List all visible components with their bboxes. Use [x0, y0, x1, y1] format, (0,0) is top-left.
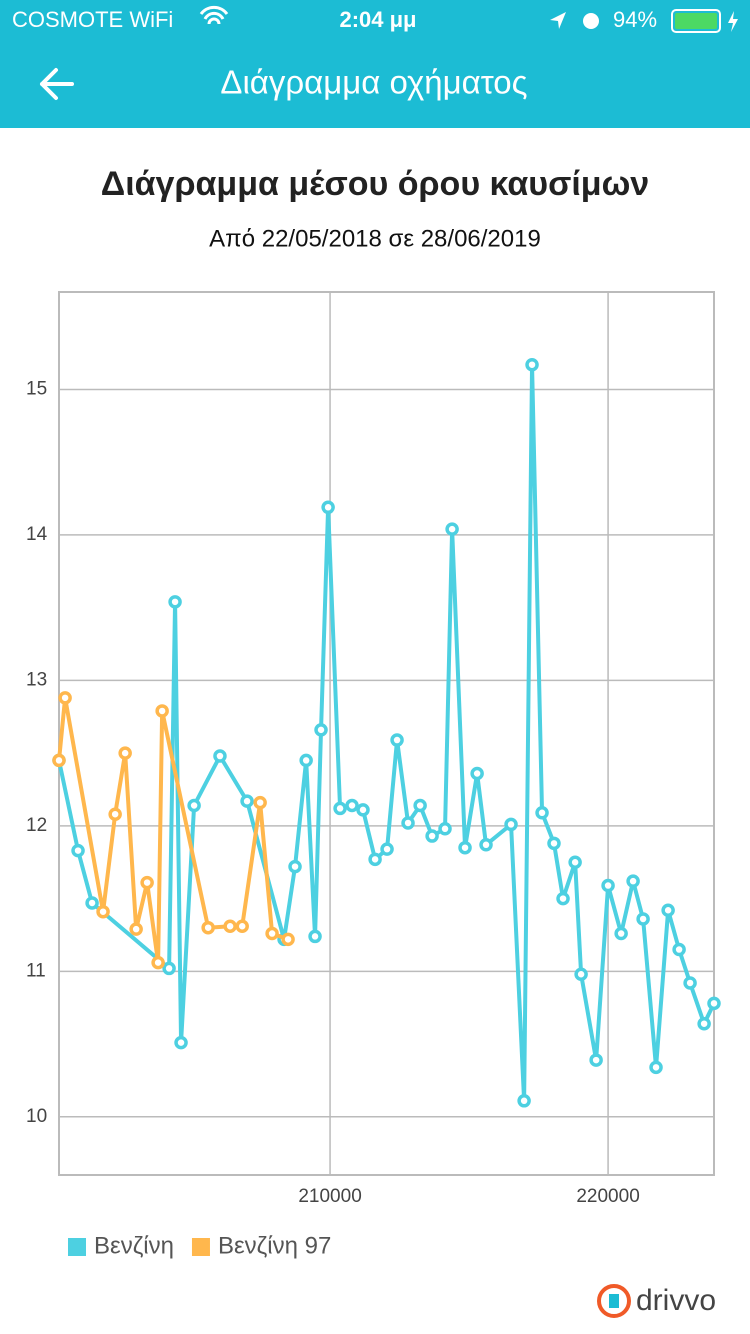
charging-icon: [728, 11, 738, 32]
data-point: [413, 798, 427, 813]
data-point: [223, 919, 237, 933]
clock: 2:04 μμ: [339, 7, 416, 32]
data-point: [661, 903, 675, 917]
data-point: [129, 922, 143, 936]
data-point: [380, 842, 394, 856]
data-point: [438, 822, 452, 836]
data-point: [281, 932, 295, 947]
data-point: [672, 942, 686, 957]
data-point: [626, 874, 640, 888]
battery-level: 94%: [613, 7, 657, 32]
back-arrow[interactable]: [40, 68, 74, 100]
data-point: [470, 766, 484, 781]
data-point: [321, 500, 335, 515]
series-line: [57, 362, 716, 1103]
y-tick-label: 14: [26, 524, 48, 545]
legend-label: Βενζίνη: [94, 1232, 174, 1259]
data-point: [308, 929, 322, 944]
y-tick-label: 12: [26, 815, 47, 836]
data-point: [504, 817, 518, 832]
x-tick-label: 210000: [298, 1186, 361, 1207]
data-point: [601, 878, 615, 893]
data-point: [52, 753, 66, 768]
data-point: [314, 723, 328, 737]
data-point: [568, 855, 582, 869]
data-point: [201, 920, 215, 935]
series: [52, 691, 295, 970]
wifi-icon: [199, 5, 229, 25]
data-point: [547, 836, 561, 851]
data-point: [517, 1094, 531, 1108]
data-point: [458, 840, 472, 855]
data-point: [85, 896, 99, 910]
data-point: [155, 704, 169, 718]
y-tick-label: 15: [26, 378, 47, 399]
data-point: [390, 733, 404, 747]
data-point: [368, 852, 382, 867]
logo-pump: [609, 1294, 619, 1308]
data-point: [118, 746, 132, 760]
data-point: [535, 806, 549, 820]
data-point: [253, 795, 267, 810]
data-point: [140, 875, 154, 890]
data-point: [213, 749, 227, 763]
screen-title: Διάγραμμα οχήματος: [220, 64, 527, 101]
data-point: [589, 1053, 603, 1067]
y-tick-label: 11: [26, 960, 46, 981]
data-point: [479, 838, 493, 852]
data-point: [356, 803, 370, 817]
logo-icon: [597, 1284, 631, 1318]
carrier: COSMOTE WiFi: [12, 7, 173, 32]
data-point: [649, 1060, 663, 1075]
data-point: [299, 753, 313, 768]
data-point: [162, 961, 176, 976]
y-tick-label: 13: [26, 669, 47, 690]
data-point: [288, 859, 302, 874]
legend-swatch: [68, 1238, 86, 1256]
data-point: [525, 357, 539, 372]
data-point: [707, 996, 721, 1011]
plot-frame: [58, 291, 715, 1176]
data-point: [265, 926, 279, 941]
data-point: [345, 798, 359, 813]
logo: drivvo: [597, 1284, 716, 1318]
location-icon: [550, 12, 566, 29]
data-point: [697, 1016, 711, 1031]
data-point: [187, 798, 201, 813]
data-point: [58, 691, 72, 705]
legend-label: Βενζίνη 97: [218, 1232, 331, 1259]
data-point: [108, 807, 122, 821]
app-bar: [0, 0, 750, 128]
back-button[interactable]: [40, 68, 74, 100]
data-point: [240, 794, 254, 808]
series: [52, 357, 721, 1108]
data-point: [556, 891, 570, 906]
data-point: [614, 926, 628, 941]
data-point: [401, 816, 415, 830]
grid: [59, 292, 714, 1175]
data-point: [174, 1035, 188, 1050]
battery-icon: [671, 9, 721, 33]
x-tick-label: 220000: [576, 1186, 639, 1207]
data-point: [445, 522, 459, 536]
logo-text: drivvo: [636, 1284, 716, 1317]
battery-fill: [675, 13, 717, 29]
data-point: [71, 843, 85, 858]
data-point: [425, 829, 439, 843]
data-point: [574, 967, 588, 982]
data-point: [636, 912, 650, 926]
chart-title: Διάγραμμα μέσου όρου καυσίμων: [101, 165, 649, 203]
legend-swatch: [191, 1238, 210, 1256]
data-point: [96, 904, 110, 919]
chart-subtitle: Από 22/05/2018 σε 28/06/2019: [209, 225, 541, 252]
data-point: [168, 595, 182, 609]
data-point: [683, 976, 697, 990]
data-point: [333, 801, 347, 816]
data-point: [235, 919, 249, 933]
y-tick-label: 10: [26, 1106, 47, 1127]
alarm-icon: [583, 13, 599, 29]
data-point: [151, 955, 165, 970]
